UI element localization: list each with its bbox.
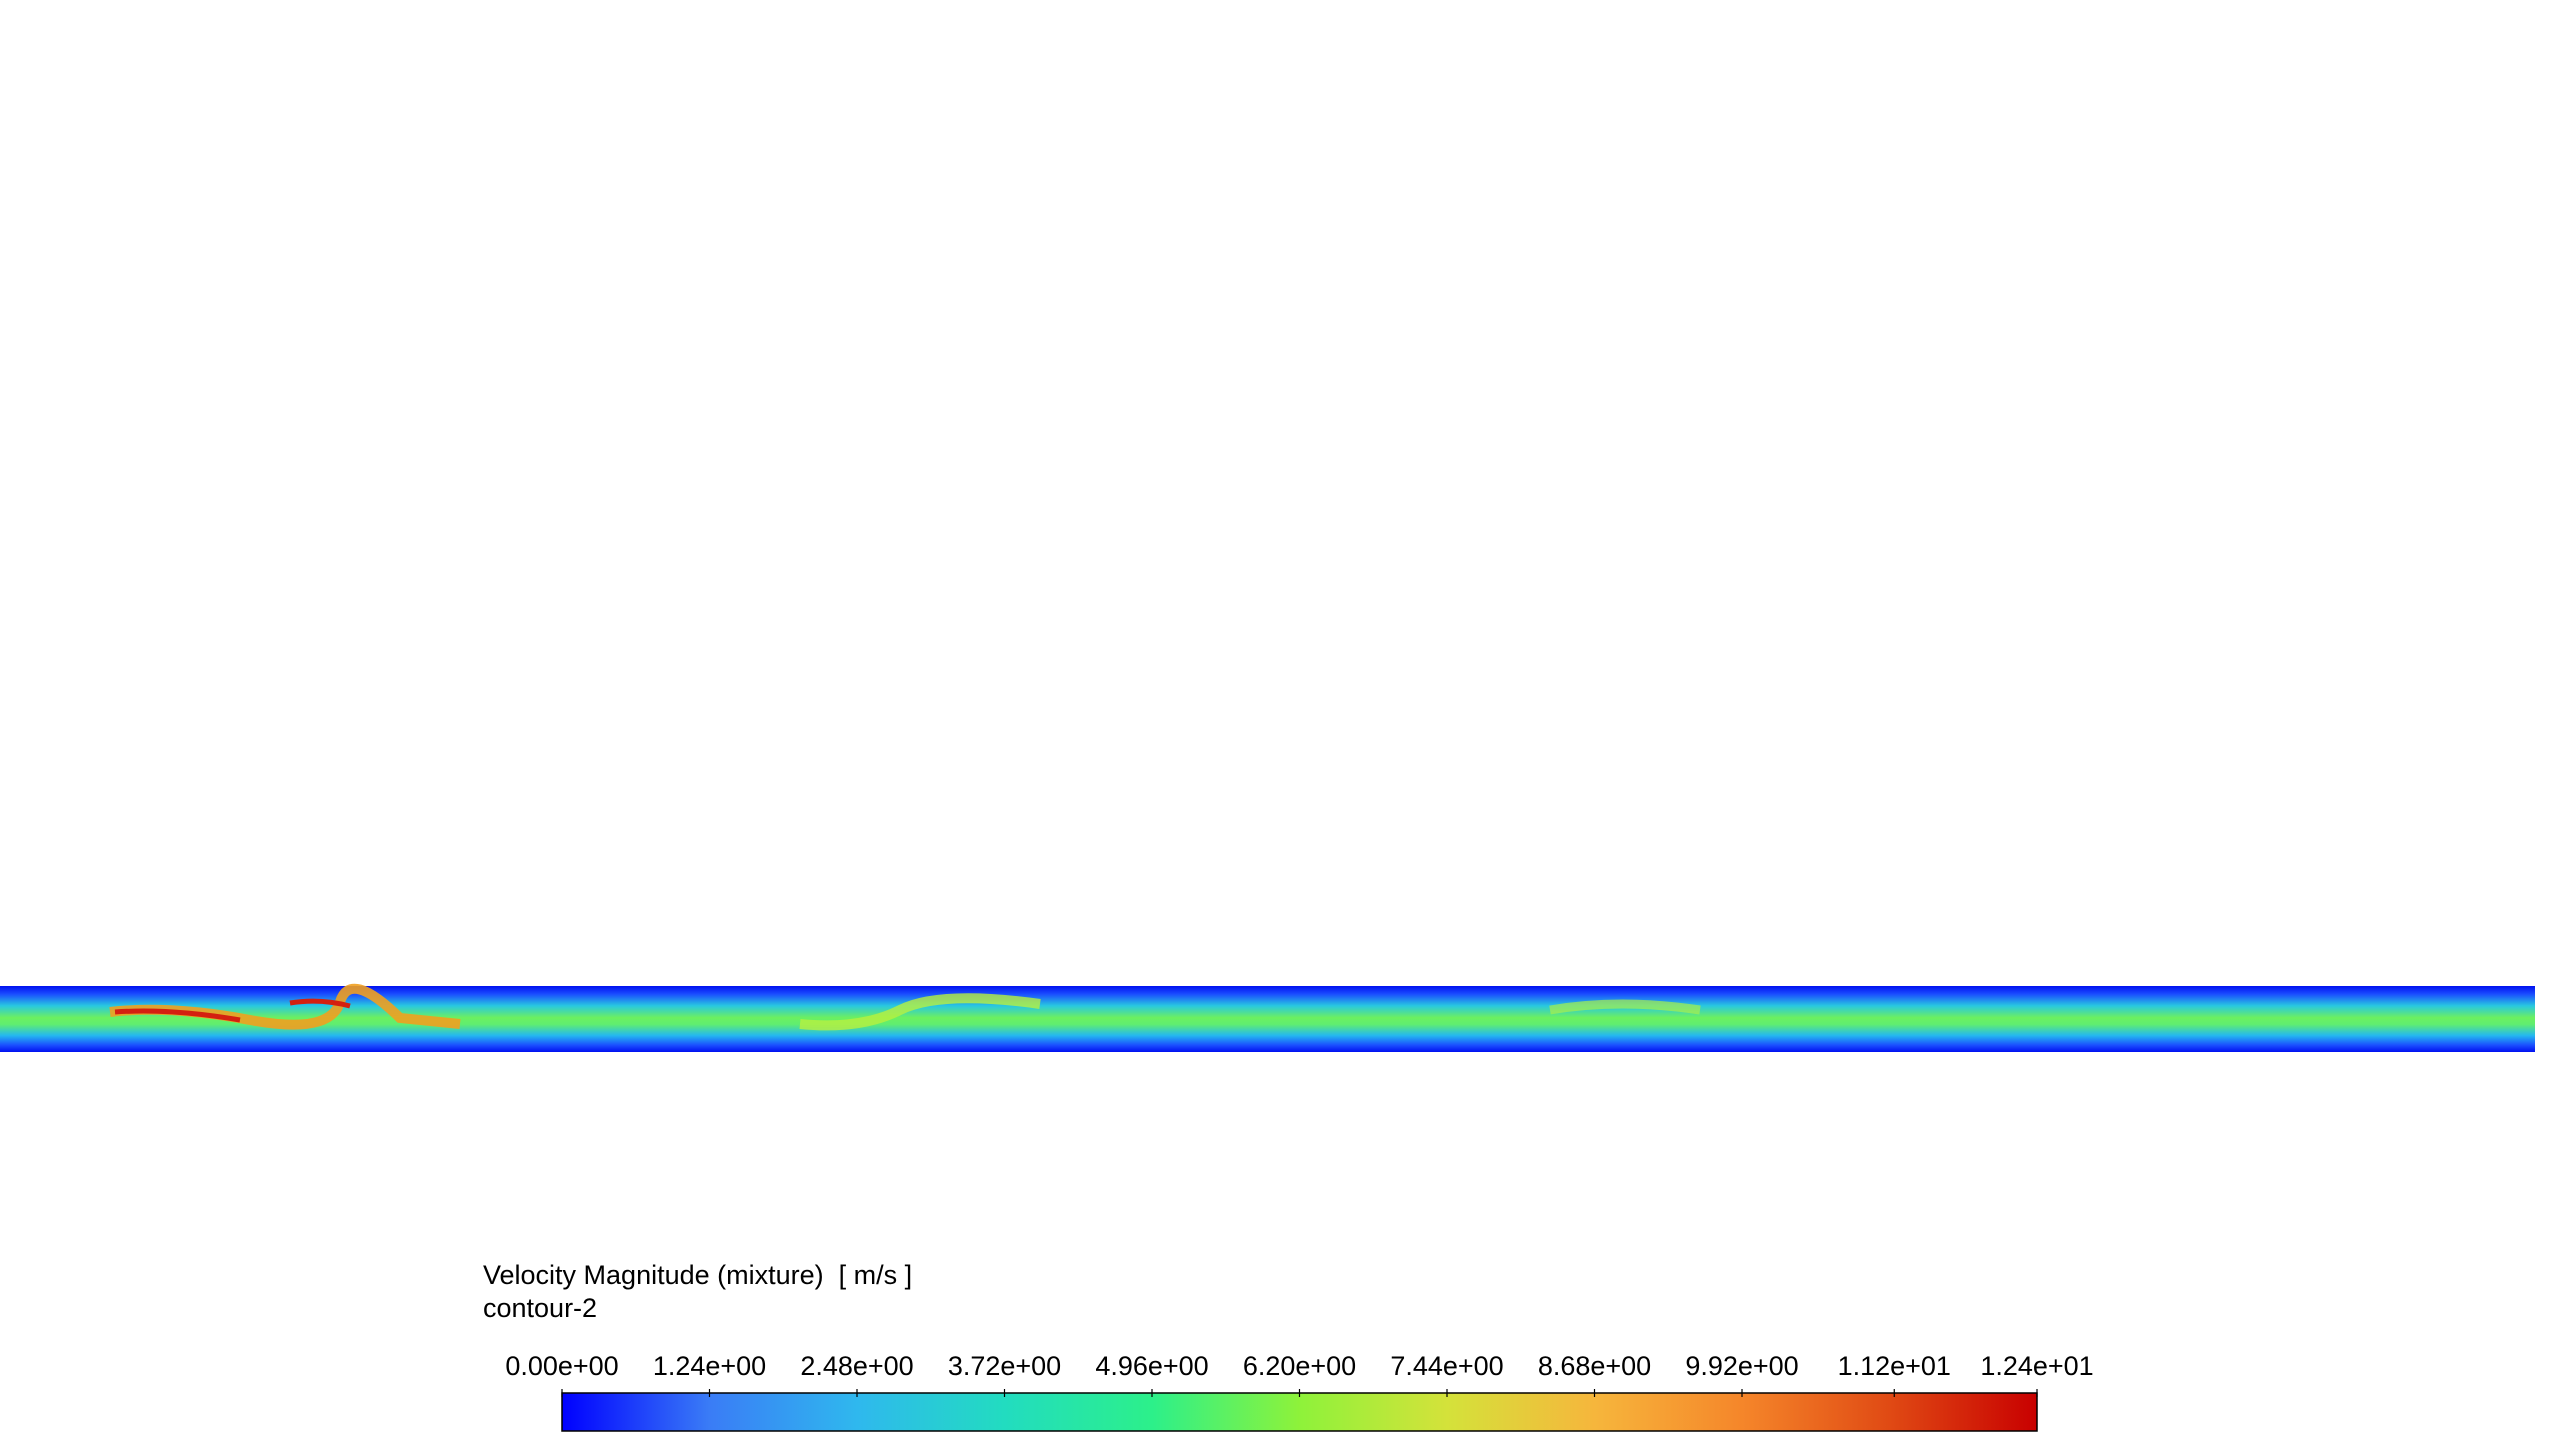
tick-label: 1.24e+01 bbox=[1980, 1351, 2093, 1381]
tick-label: 0.00e+00 bbox=[505, 1351, 618, 1381]
tick-label: 8.68e+00 bbox=[1538, 1351, 1651, 1381]
legend-title: Velocity Magnitude (mixture) [ m/s ] bbox=[483, 1260, 912, 1290]
tick-label: 1.12e+01 bbox=[1838, 1351, 1951, 1381]
tick-label: 1.24e+00 bbox=[653, 1351, 766, 1381]
tick-label: 2.48e+00 bbox=[800, 1351, 913, 1381]
tick-label: 7.44e+00 bbox=[1390, 1351, 1503, 1381]
contour-field bbox=[0, 983, 2535, 1052]
tick-label: 4.96e+00 bbox=[1095, 1351, 1208, 1381]
tick-label: 9.92e+00 bbox=[1685, 1351, 1798, 1381]
colorbar bbox=[561, 1392, 2038, 1432]
legend-subtitle: contour-2 bbox=[483, 1293, 597, 1323]
tick-label: 3.72e+00 bbox=[948, 1351, 1061, 1381]
tick-label: 6.20e+00 bbox=[1243, 1351, 1356, 1381]
